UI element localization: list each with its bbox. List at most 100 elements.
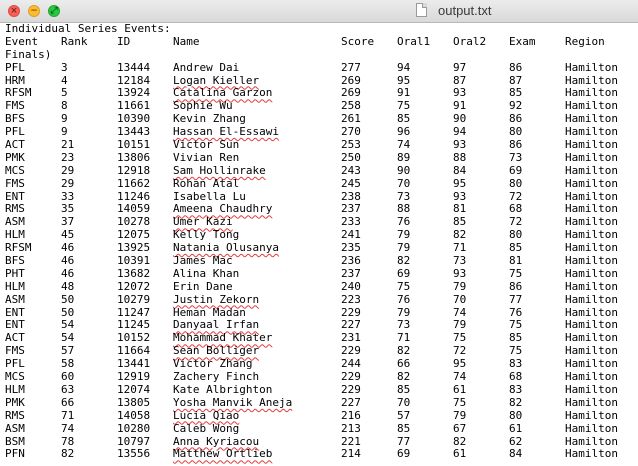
cell-oral1: 96 [397, 125, 411, 139]
cell-event: ENT [5, 189, 25, 203]
minimize-button[interactable]: − [28, 5, 40, 17]
cell-region: Hamilton [565, 150, 618, 164]
cell-region: Hamilton [565, 189, 618, 203]
table-row: PFL 58 13441 Victor Zhang 244 66 95 83 Hamilton [5, 357, 638, 371]
cell-rank: 57 [61, 344, 75, 358]
cell-score: 269 [341, 86, 361, 100]
column-header-exam: Exam [509, 34, 536, 48]
table-row: ASM 50 10279 Justin Zekorn 223 76 70 77 Hamilton [5, 292, 638, 307]
cell-oral1: 82 [397, 370, 411, 384]
column-header-rank: Rank [61, 34, 88, 48]
cell-name: Sam Hollinrake [173, 163, 266, 177]
cell-rank: 29 [61, 176, 75, 190]
cell-name: Sophie Wu [173, 99, 233, 113]
cell-exam: 69 [509, 163, 523, 177]
cell-rank: 82 [61, 447, 75, 461]
cell-oral1: 57 [397, 408, 411, 422]
table-row: ASM 74 10280 Caleb Wong 213 85 67 61 Hamilton [5, 421, 638, 436]
cell-oral1: 79 [397, 228, 411, 242]
cell-exam: 62 [509, 434, 523, 448]
cell-name: Umer Kazi [173, 215, 233, 229]
cell-oral2: 95 [453, 176, 467, 190]
cell-region: Hamilton [565, 215, 618, 229]
cell-rank: 33 [61, 189, 75, 203]
cell-region: Hamilton [565, 408, 618, 422]
maximize-button[interactable]: ⤢ [48, 5, 60, 17]
cell-id: 10797 [117, 434, 151, 448]
cell-region: Hamilton [565, 163, 618, 177]
column-header-oral2: Oral2 [453, 34, 487, 48]
cell-rank: 74 [61, 421, 75, 435]
cell-oral1: 91 [397, 86, 411, 100]
cell-exam: 72 [509, 215, 523, 229]
table-row: RFSM 46 13925 Natania Olusanya 235 79 71 85 Hami… [5, 241, 638, 255]
cell-oral1: 73 [397, 189, 411, 203]
cell-name: Ameena Chaudhry [173, 202, 273, 216]
cell-region: Hamilton [565, 318, 618, 332]
cell-name: Caleb Wong [173, 421, 240, 435]
cell-score: 235 [341, 241, 361, 255]
table-row: BSM 78 10797 Anna Kyriacou 221 77 82 62 Hamilton [5, 434, 638, 449]
close-button[interactable]: × [8, 5, 20, 17]
cell-score: 258 [341, 99, 361, 113]
cell-oral2: 97 [453, 60, 467, 74]
table-row: PHT 46 13682 Alina Khan 237 69 93 75 Hamilton [5, 266, 638, 281]
cell-region: Hamilton [565, 112, 618, 126]
cell-exam: 86 [509, 60, 523, 74]
cell-id: 13925 [117, 241, 151, 255]
cell-oral2: 95 [453, 357, 467, 371]
cell-rank: 46 [61, 241, 75, 255]
cell-event: HLM [5, 228, 25, 242]
cell-id: 14058 [117, 408, 151, 422]
table-row: PMK 23 13806 Vivian Ren 250 89 88 73 Hamilton [5, 150, 638, 165]
cell-oral2: 93 [453, 138, 467, 152]
cell-event: ASM [5, 215, 25, 229]
cell-oral1: 71 [397, 331, 411, 345]
cell-rank: 45 [61, 228, 75, 242]
cell-exam: 68 [509, 202, 523, 216]
table-row: FMS 57 11664 Sean Bolliger 229 82 72 75 Hamilton [5, 344, 638, 358]
cell-exam: 86 [509, 112, 523, 126]
cell-exam: 75 [509, 266, 523, 280]
cell-event: HRM [5, 73, 25, 87]
cell-event: HLM [5, 382, 25, 396]
cell-rank: 29 [61, 163, 75, 177]
cell-oral1: 89 [397, 150, 411, 164]
text-editor-content[interactable]: Individual Series Events: Event Rank ID … [5, 23, 638, 466]
cell-rank: 23 [61, 150, 75, 164]
cell-oral2: 93 [453, 189, 467, 203]
cell-region: Hamilton [565, 357, 618, 371]
cell-id: 10391 [117, 254, 151, 268]
cell-score: 227 [341, 395, 361, 409]
cell-event: PMK [5, 395, 25, 409]
cell-id: 11245 [117, 318, 151, 332]
cell-exam: 68 [509, 370, 523, 384]
cell-oral2: 75 [453, 395, 467, 409]
cell-name: Yosha Manvik Aneja [173, 395, 293, 409]
cell-name: Logan Kieller [173, 73, 260, 87]
cell-rank: 60 [61, 370, 75, 384]
cell-rank: 9 [61, 125, 68, 139]
cell-rank: 50 [61, 292, 75, 306]
cell-exam: 73 [509, 150, 523, 164]
window-titlebar[interactable]: × − ⤢ output.txt [0, 0, 638, 23]
column-header-event: Event [5, 34, 39, 48]
cell-oral1: 70 [397, 176, 411, 190]
cell-oral1: 82 [397, 254, 411, 268]
table-row: ENT 33 11246 Isabella Lu 238 73 93 72 Hamilton [5, 189, 638, 204]
cell-rank: 71 [61, 408, 75, 422]
cell-score: 237 [341, 202, 361, 216]
cell-exam: 87 [509, 73, 523, 87]
cell-score: 213 [341, 421, 361, 435]
cell-oral2: 79 [453, 408, 467, 422]
cell-event: PFL [5, 60, 25, 74]
cell-oral2: 94 [453, 125, 467, 139]
cell-oral1: 95 [397, 73, 411, 87]
cell-oral1: 75 [397, 99, 411, 113]
cell-oral2: 72 [453, 344, 467, 358]
cell-rank: 21 [61, 138, 75, 152]
cell-region: Hamilton [565, 434, 618, 448]
cell-rank: 46 [61, 266, 75, 280]
table-row: ENT 50 11247 Heman Madan 229 79 74 76 Hamilton [5, 306, 638, 320]
cell-score: 270 [341, 125, 361, 139]
